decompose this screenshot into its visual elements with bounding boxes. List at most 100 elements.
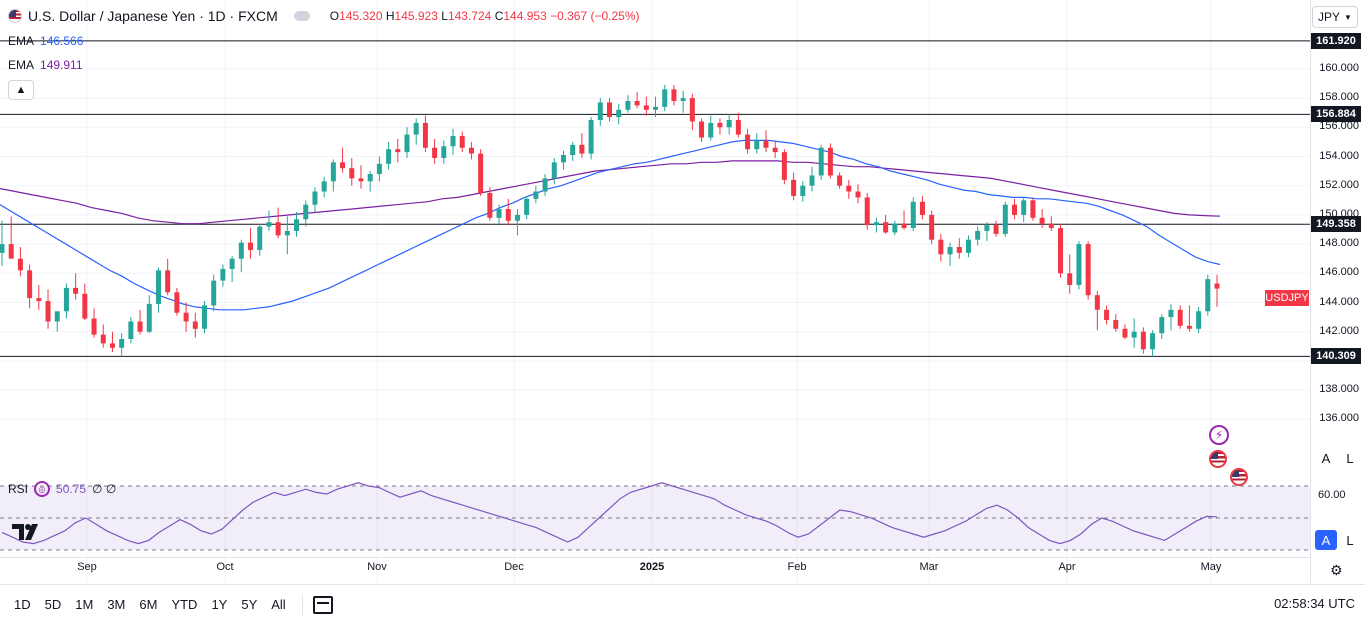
price-tick-label: 146.000 [1319, 266, 1359, 279]
candle-body [551, 162, 557, 179]
symbol-title[interactable]: U.S. Dollar / Japanese Yen · 1D · FXCM [28, 8, 278, 24]
ema-slow-legend[interactable]: EMA 149.911 [8, 58, 83, 72]
currency-selector[interactable]: JPY ▼ [1312, 6, 1358, 28]
auto-scale-button[interactable]: A [1321, 450, 1331, 466]
candle-body [441, 146, 447, 158]
candle [468, 141, 474, 160]
candle-body [155, 270, 161, 304]
candle-body [735, 120, 741, 135]
candle-body [800, 185, 806, 196]
candle [8, 216, 14, 259]
candle [321, 176, 327, 198]
candle [873, 217, 879, 233]
candle [892, 220, 898, 236]
candle-body [846, 185, 852, 192]
candle-body [929, 214, 935, 240]
candle [1058, 223, 1064, 278]
rsi-legend[interactable]: RSI ◎ 50.75 ∅ ∅ [8, 481, 117, 497]
candle-body [1131, 331, 1137, 338]
candle [27, 264, 33, 309]
level-price-label[interactable]: 161.920 [1311, 32, 1361, 49]
candle-body [82, 293, 88, 319]
rsi-pane[interactable] [0, 472, 1310, 557]
range-button-ytd[interactable]: YTD [171, 597, 198, 612]
candle [864, 193, 870, 230]
price-tick-label: 160.000 [1319, 61, 1359, 74]
range-button-1y[interactable]: 1Y [211, 597, 228, 612]
range-button-all[interactable]: All [271, 597, 286, 612]
candle [662, 84, 668, 112]
close-value: 144.953 [503, 9, 547, 23]
candle [284, 216, 290, 255]
rsi-auto-button[interactable]: A [1315, 530, 1337, 550]
candle-body [358, 178, 364, 182]
candle [478, 149, 484, 196]
candle [818, 144, 824, 180]
collapse-legend-button[interactable]: ▲ [8, 80, 34, 100]
ema-fast-legend[interactable]: EMA 146.566 [8, 34, 84, 48]
date-range-calendar-icon[interactable] [312, 595, 333, 614]
utc-clock[interactable]: 02:58:34 UTC [1274, 596, 1355, 611]
candle [597, 98, 603, 126]
candle-body [1150, 333, 1156, 350]
price-chart[interactable] [0, 0, 1310, 583]
time-axis[interactable] [0, 557, 1310, 583]
candle-body [73, 287, 79, 294]
candle-body [0, 244, 5, 253]
candle [73, 273, 79, 300]
range-button-3m[interactable]: 3M [107, 597, 126, 612]
candle [570, 141, 576, 161]
candle [257, 223, 263, 256]
candle [1039, 209, 1045, 229]
candle-body [524, 198, 530, 215]
time-axis-label: Mar [919, 561, 939, 573]
price-axis[interactable]: 160.000 158.000 156.000 154.000 152.000 150.0… [1310, 0, 1365, 583]
candle-body [422, 122, 428, 148]
candle-body [671, 89, 677, 102]
candle-body [1076, 244, 1082, 285]
candle [358, 165, 364, 189]
lightning-event-icon[interactable]: ⚡ [1209, 425, 1229, 445]
candle-body [257, 226, 263, 250]
candle [229, 255, 235, 283]
candle [63, 283, 69, 319]
candle-body [294, 219, 300, 231]
level-price-label[interactable]: 149.358 [1311, 216, 1361, 233]
candle-body [91, 318, 97, 335]
candle-body [597, 102, 603, 120]
log-scale-button[interactable]: L [1346, 450, 1354, 466]
candle [689, 93, 695, 131]
candle-body [8, 244, 14, 259]
us-event-icon-2[interactable] [1230, 468, 1248, 486]
time-axis-label: Sep [77, 561, 97, 573]
candle [993, 220, 999, 237]
range-button-1d[interactable]: 1D [14, 597, 31, 612]
range-button-5y[interactable]: 5Y [241, 597, 258, 612]
candle-body [855, 191, 861, 198]
range-button-1m[interactable]: 1M [75, 597, 94, 612]
rsi-tick: 60.00 [1318, 489, 1346, 501]
range-button-6m[interactable]: 6M [139, 597, 158, 612]
candle-body [984, 225, 990, 231]
time-axis-label: Nov [367, 561, 387, 573]
candle-body [938, 239, 944, 255]
rsi-log-button[interactable]: L [1346, 532, 1354, 548]
candle [947, 242, 953, 266]
candle-body [653, 106, 659, 110]
candle [54, 311, 60, 332]
settings-gear-icon[interactable]: ⚙ [1330, 562, 1343, 578]
level-price-label[interactable]: 140.309 [1311, 348, 1361, 365]
candle [735, 112, 741, 138]
tradingview-logo-icon[interactable] [12, 522, 46, 542]
candle-body [100, 334, 106, 344]
ema-slow-line [0, 160, 1221, 225]
us-event-icon[interactable] [1209, 450, 1227, 468]
candle [791, 172, 797, 201]
range-button-5d[interactable]: 5D [44, 597, 62, 612]
candle-body [560, 155, 566, 163]
candle [625, 95, 631, 113]
candle-body [542, 178, 548, 192]
candle-body [1039, 217, 1045, 224]
level-price-label[interactable]: 156.884 [1311, 106, 1361, 123]
